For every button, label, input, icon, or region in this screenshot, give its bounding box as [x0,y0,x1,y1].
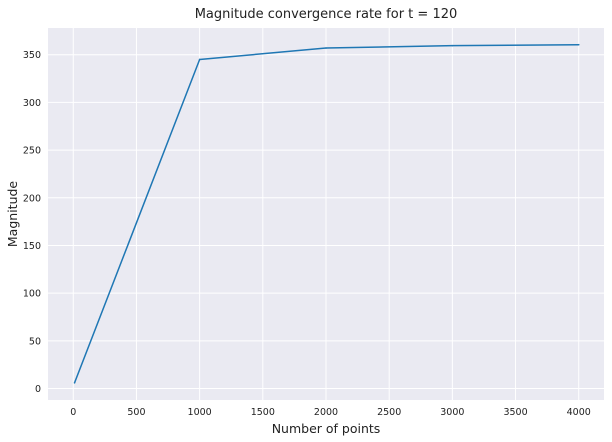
x-tick-label: 1000 [188,407,212,418]
series-layer [73,43,580,384]
y-tick-label: 300 [23,98,41,109]
y-axis-label: Magnitude [5,181,20,248]
chart-title: Magnitude convergence rate for t = 120 [195,7,458,22]
x-tick-label: 2000 [314,407,338,418]
x-tick-label: 4000 [567,407,591,418]
y-tick-label: 350 [23,50,41,61]
x-tick-labels: 0 500 1000 1500 2000 2500 3000 3500 4000 [70,407,591,418]
y-tick-label: 0 [35,384,41,395]
data-point [451,44,454,47]
x-tick-label: 2500 [377,407,401,418]
data-point [73,382,76,384]
y-tick-label: 150 [23,241,41,252]
data-point [325,47,327,49]
data-point [198,58,201,61]
data-point [577,43,580,46]
x-tick-label: 1500 [251,407,275,418]
x-tick-label: 0 [70,407,76,418]
y-tick-label: 250 [23,146,41,157]
y-tick-label: 100 [23,289,41,300]
y-tick-labels: 0 50 100 150 200 250 300 350 [23,50,41,395]
x-tick-label: 3500 [503,407,527,418]
y-tick-label: 200 [23,193,41,204]
y-tick-label: 50 [29,336,41,347]
x-tick-label: 3000 [440,407,464,418]
x-tick-label: 500 [127,407,145,418]
x-gridlines [72,28,580,400]
x-axis-label: Number of points [272,421,381,436]
